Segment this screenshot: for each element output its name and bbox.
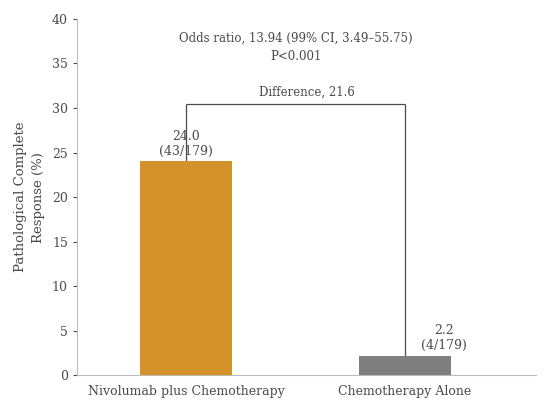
Text: P<0.001: P<0.001 bbox=[270, 50, 321, 63]
Text: Difference, 21.6: Difference, 21.6 bbox=[258, 86, 354, 99]
Text: 24.0
(43/179): 24.0 (43/179) bbox=[160, 130, 213, 158]
Bar bbox=[140, 162, 232, 375]
Y-axis label: Pathological Complete
Response (%): Pathological Complete Response (%) bbox=[14, 122, 45, 272]
Text: 2.2
(4/179): 2.2 (4/179) bbox=[421, 324, 467, 352]
Bar bbox=[359, 356, 451, 375]
Text: Odds ratio, 13.94 (99% CI, 3.49–55.75): Odds ratio, 13.94 (99% CI, 3.49–55.75) bbox=[179, 32, 412, 45]
